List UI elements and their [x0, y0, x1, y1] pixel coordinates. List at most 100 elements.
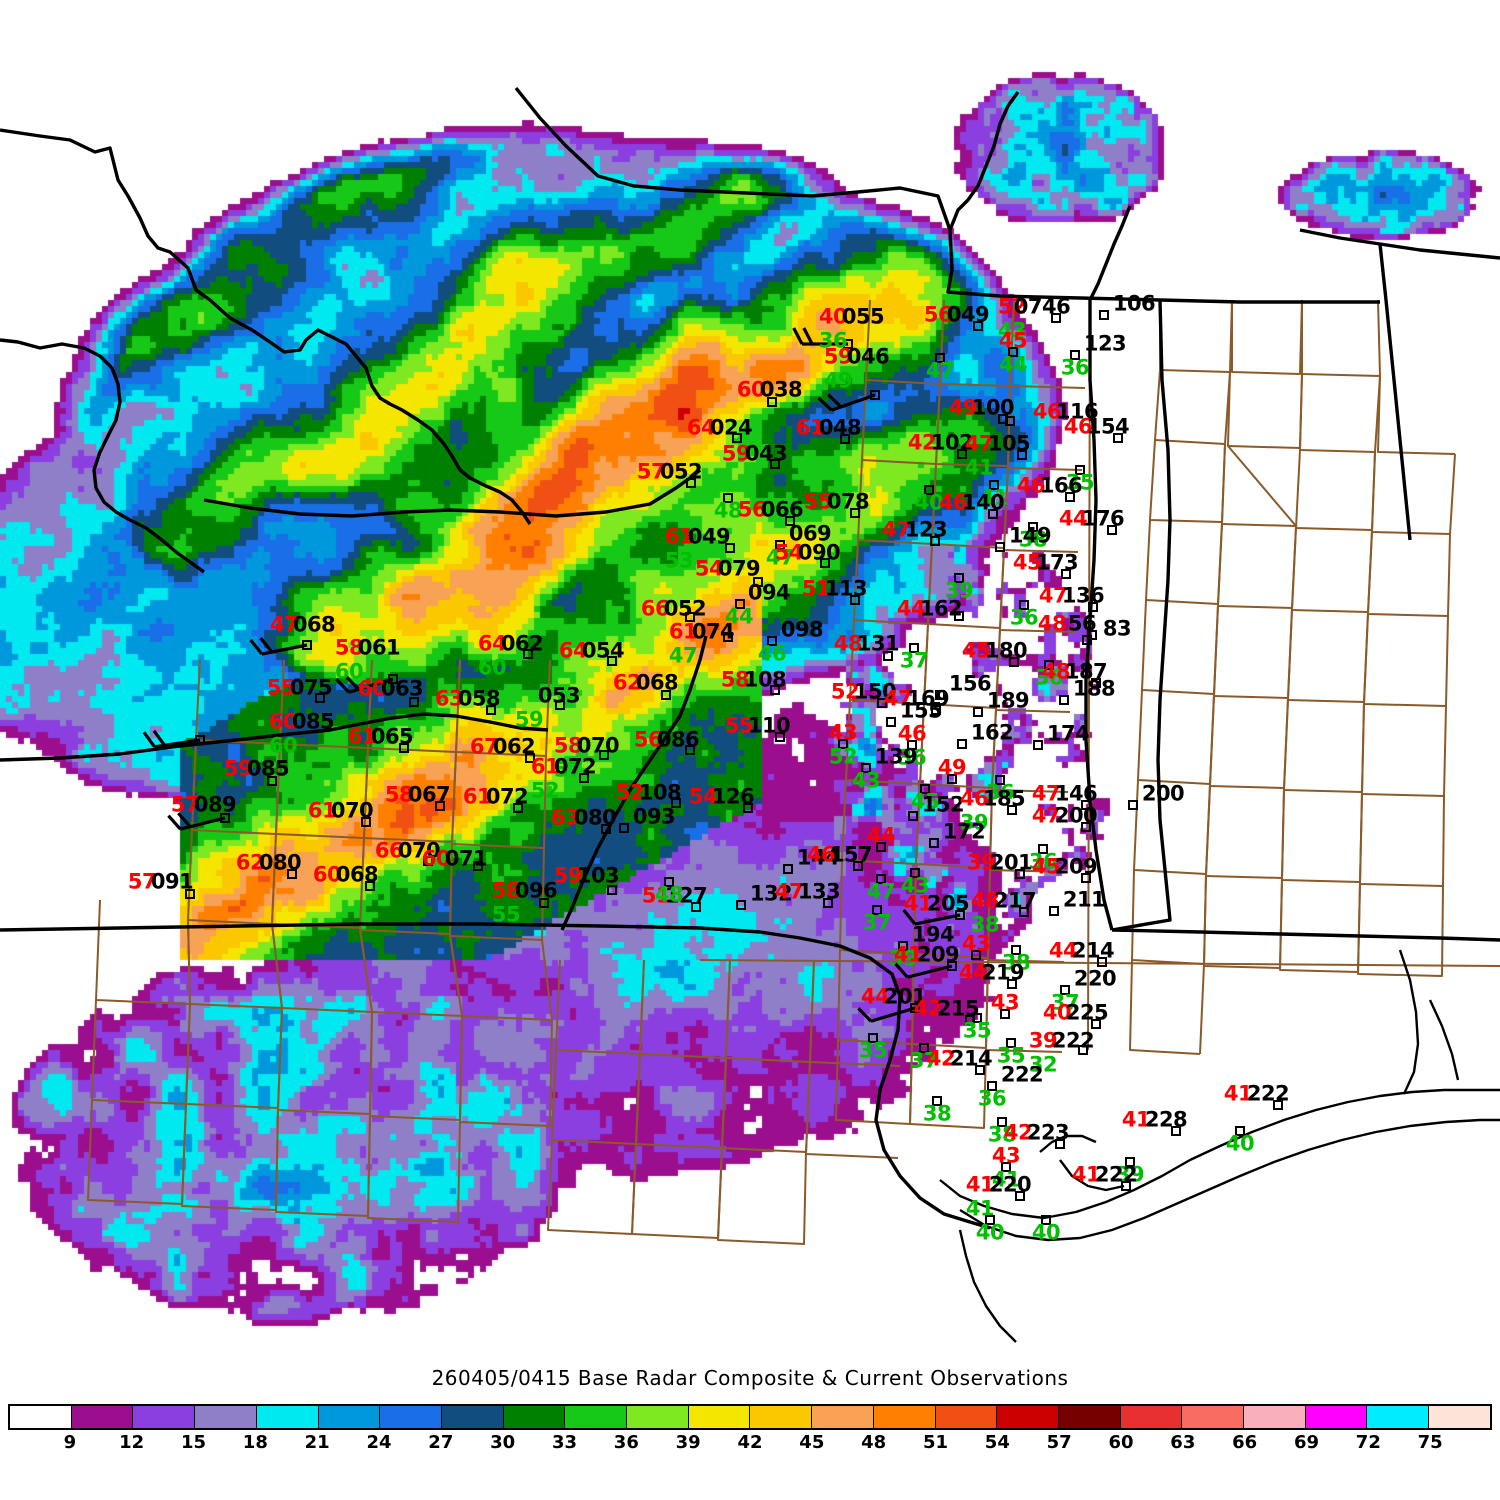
station-pressure: 157: [829, 842, 873, 867]
station-square-icon: [732, 433, 742, 443]
station-dewpoint: 38: [1018, 527, 1048, 552]
station-temperature: 58: [334, 635, 364, 660]
station-dewpoint: 57: [553, 757, 583, 782]
station-square-icon: [931, 705, 941, 715]
colorbar-bin-0: [10, 1406, 72, 1428]
colorbar-bin-1: [71, 1406, 134, 1428]
colorbar-tick-33: 33: [551, 1432, 578, 1453]
station-dewpoint: 37: [862, 910, 892, 935]
county-lines-seg-101: [699, 959, 1500, 967]
station-pressure: 102: [930, 430, 974, 455]
station-dewpoint: 36: [1009, 605, 1039, 630]
station-square-icon: [1033, 740, 1043, 750]
station-dewpoint: 36: [985, 780, 1015, 805]
state-lines-seg-11: [1378, 243, 1412, 541]
station-dewpoint: 43: [997, 318, 1027, 343]
station-temperature: 44: [958, 960, 988, 985]
station-temperature: 66: [640, 596, 670, 621]
station-pressure: 211: [1062, 887, 1106, 912]
station-square-icon: [840, 434, 850, 444]
station-dewpoint: 41: [965, 1196, 995, 1221]
station-temperature: 51: [641, 883, 671, 908]
station-pressure: 155: [899, 698, 943, 723]
coastline: [939, 949, 1500, 1343]
station-temperature: 48: [970, 888, 1000, 913]
station-square-icon: [1060, 985, 1070, 995]
station-pressure: 214: [949, 1046, 993, 1071]
colorbar-bin-11: [688, 1406, 751, 1428]
station-square-icon: [972, 1013, 982, 1023]
station-square-icon: [988, 509, 998, 519]
map-panel[interactable]: 40 36 055 59 49 046 60 038 64 024 61 048 59 043 57 052 4…: [0, 0, 1500, 1360]
station-square-icon: [1007, 979, 1017, 989]
station-square-icon: [302, 640, 312, 650]
colorbar-bin-3: [195, 1406, 257, 1428]
station-square-icon: [932, 1096, 942, 1106]
station-square-icon: [1011, 945, 1021, 955]
station-pressure: 068: [635, 670, 679, 695]
station-pressure: 098: [780, 617, 824, 642]
county-lines-seg-27: [1359, 793, 1445, 887]
station-temperature: 61: [664, 524, 694, 549]
station-square-icon: [1097, 957, 1107, 967]
station-dewpoint: 48: [654, 882, 684, 907]
station-pressure: 201: [989, 850, 1033, 875]
county-lines-seg-81: [451, 751, 547, 849]
station-square-icon: [1075, 465, 1085, 475]
county-lines-seg-9: [1221, 443, 1297, 527]
station-dewpoint: 60: [268, 733, 298, 758]
station-dewpoint: 44: [724, 604, 754, 629]
station-dewpoint: 41: [964, 455, 994, 480]
station-pressure: 085: [291, 709, 335, 734]
state-lines-seg-6: [560, 635, 708, 931]
station-square-icon: [1055, 1139, 1065, 1149]
county-lines-seg-4: [1154, 369, 1231, 445]
station-temperature: 58: [491, 878, 521, 903]
station-square-icon: [872, 905, 882, 915]
colorbar-tick-42: 42: [737, 1432, 763, 1453]
station-square-icon: [924, 485, 934, 495]
station-dewpoint: 45: [910, 789, 940, 814]
station-square-icon: [971, 950, 981, 960]
station-pressure: 070: [397, 838, 441, 863]
station-temperature: 62: [612, 670, 642, 695]
station-temperature: 47: [1031, 803, 1061, 828]
station-square-icon: [989, 480, 999, 490]
state-lines-seg-1: [0, 338, 205, 574]
colorbar-tick-57: 57: [1046, 1432, 1072, 1453]
station-pressure: 058: [457, 686, 501, 711]
station-pressure: 162: [919, 596, 963, 621]
station-square-icon: [1088, 602, 1098, 612]
state-lines-seg-9: [1111, 299, 1172, 932]
station-pressure: 049: [687, 524, 731, 549]
station-pressure: 072: [485, 784, 529, 809]
station-pressure: 200: [1141, 781, 1185, 806]
station-pressure: 091: [150, 869, 194, 894]
station-dewpoint: 60: [477, 655, 507, 680]
station-pressure: 180: [984, 638, 1028, 663]
station-square-icon: [935, 690, 945, 700]
station-square-icon: [1005, 416, 1015, 426]
station-temperature: 43: [961, 931, 991, 956]
station-dewpoint: 36: [977, 1086, 1007, 1111]
page-title: 260405/0415 Base Radar Composite & Curre…: [431, 1366, 1069, 1390]
wind-barb-path: [857, 1006, 916, 1023]
station-pressure: 225: [1065, 1000, 1109, 1025]
station-pressure: 222: [1094, 1162, 1138, 1187]
station-temperature: 45: [1031, 854, 1061, 879]
station-square-icon: [1070, 350, 1080, 360]
station-square-icon: [1113, 433, 1123, 443]
station-dewpoint: 43: [900, 873, 930, 898]
colorbar-tick-18: 18: [242, 1432, 268, 1453]
station-square-icon: [1081, 800, 1091, 810]
colorbar-tick-51: 51: [922, 1432, 949, 1453]
station-square-icon: [785, 516, 795, 526]
station-pressure: 126: [711, 784, 755, 809]
station-square-icon: [975, 1065, 985, 1075]
county-lines-seg-85: [449, 843, 545, 941]
colorbar: 9 12 15 18 21 24 27 30 33 36 39 42 45 48 51 54 57 60 63 66 6…: [8, 1404, 1492, 1496]
station-square-icon: [868, 1033, 878, 1043]
station-square-icon: [525, 753, 535, 763]
station-square-icon: [619, 823, 629, 833]
station-square-icon: [898, 941, 908, 951]
